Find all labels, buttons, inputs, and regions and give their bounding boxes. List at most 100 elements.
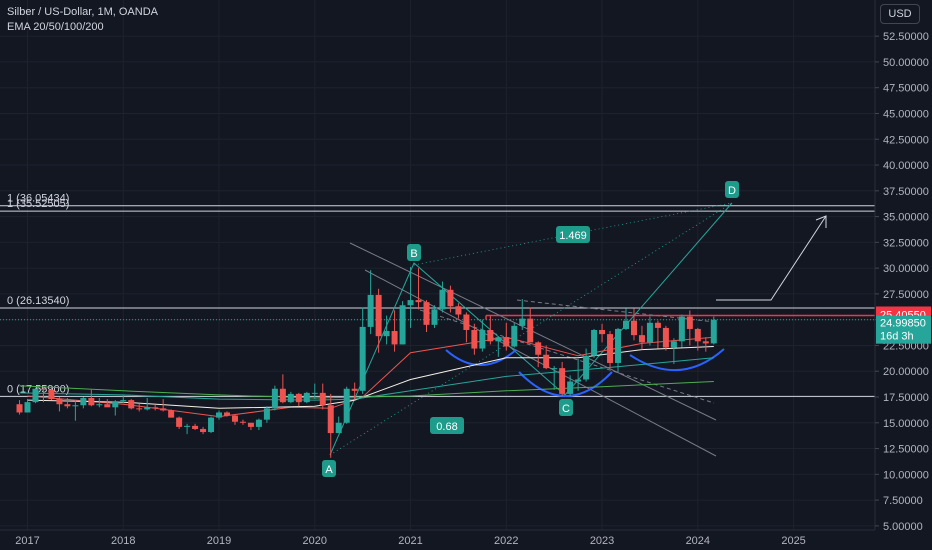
candle bbox=[287, 391, 294, 404]
candle bbox=[64, 398, 71, 409]
candle bbox=[686, 310, 693, 346]
pattern-point-d-label: D bbox=[728, 185, 736, 197]
fib-level-label: 1 (36.05434) bbox=[7, 193, 69, 205]
candle bbox=[96, 398, 103, 408]
candle bbox=[575, 358, 582, 391]
candle-body bbox=[319, 392, 326, 406]
candle-body bbox=[686, 316, 693, 329]
candle-body bbox=[423, 302, 430, 325]
candle bbox=[192, 423, 199, 430]
candle-body bbox=[120, 400, 127, 402]
candle bbox=[391, 310, 398, 352]
candle bbox=[176, 416, 183, 429]
candle-body bbox=[375, 294, 382, 337]
candle bbox=[630, 308, 637, 341]
candle bbox=[383, 315, 390, 345]
candle bbox=[455, 303, 462, 319]
candle-body bbox=[591, 329, 598, 356]
candle-body bbox=[431, 309, 438, 325]
candle-body bbox=[702, 341, 709, 344]
indicator-legend: EMA 20/50/100/200 bbox=[7, 21, 104, 33]
candle-body bbox=[399, 305, 406, 345]
candle bbox=[551, 366, 558, 390]
candle-body bbox=[567, 381, 574, 394]
candle-body bbox=[40, 388, 47, 390]
candle-body bbox=[48, 389, 55, 400]
candle bbox=[136, 403, 143, 412]
currency-button[interactable]: USD bbox=[880, 4, 920, 24]
candle bbox=[255, 418, 262, 430]
y-tick-label: 5.00000 bbox=[883, 521, 923, 533]
right-shoulder-arc bbox=[629, 348, 725, 372]
candle-body bbox=[192, 425, 199, 429]
y-tick-label: 50.00000 bbox=[883, 57, 929, 69]
candle-body bbox=[495, 337, 502, 342]
candle-body bbox=[295, 393, 302, 403]
candle bbox=[24, 399, 31, 413]
candle bbox=[335, 416, 342, 434]
pattern-point-b-label: B bbox=[410, 248, 417, 260]
x-tick-label: 2021 bbox=[398, 535, 422, 547]
ratio-label: 1.469 bbox=[559, 230, 587, 242]
price-axis[interactable]: 52.50000 50.00000 47.50000 45.00000 42.50000… bbox=[874, 0, 932, 550]
candle-body bbox=[359, 326, 366, 391]
candle-body bbox=[88, 398, 95, 406]
y-tick-label: 45.00000 bbox=[883, 108, 929, 120]
left-shoulder-arc bbox=[445, 349, 517, 366]
candle-body bbox=[327, 405, 334, 434]
x-tick-label: 2019 bbox=[207, 535, 231, 547]
pattern-annotations: A B C D 1.469 0.68 bbox=[322, 181, 739, 477]
candle bbox=[415, 268, 422, 310]
candle bbox=[543, 345, 550, 370]
candle bbox=[702, 337, 709, 352]
projection-arrow-head bbox=[815, 215, 827, 228]
y-tick-label: 42.50000 bbox=[883, 134, 929, 146]
candle bbox=[423, 300, 430, 333]
candle bbox=[200, 426, 207, 435]
fib-level-label: 1 (35.52505) bbox=[7, 198, 69, 210]
x-tick-label: 2023 bbox=[590, 535, 614, 547]
candle-body bbox=[455, 306, 462, 315]
symbol-title: Silber / US-Dollar, 1M, OANDA bbox=[7, 6, 158, 18]
candle-body bbox=[678, 316, 685, 342]
candle bbox=[72, 400, 79, 421]
candle-body bbox=[343, 388, 350, 423]
candle bbox=[694, 327, 701, 351]
candle-body bbox=[160, 408, 167, 411]
candle-body bbox=[638, 335, 645, 343]
candle bbox=[231, 414, 238, 425]
candlesticks bbox=[16, 267, 717, 458]
ratio-label: 0.68 bbox=[436, 421, 457, 433]
candle-body bbox=[176, 417, 183, 427]
candle bbox=[16, 400, 23, 415]
candle bbox=[559, 361, 566, 396]
candle-body bbox=[255, 419, 262, 427]
x-tick-label: 2018 bbox=[111, 535, 135, 547]
candle-body bbox=[112, 401, 119, 408]
candle bbox=[48, 385, 55, 401]
candle bbox=[535, 341, 542, 368]
candle bbox=[32, 387, 39, 404]
candle-body bbox=[128, 400, 135, 409]
candle-body bbox=[471, 329, 478, 349]
candle bbox=[168, 409, 175, 418]
pattern-point-d-badge bbox=[725, 181, 739, 198]
candle-body bbox=[623, 320, 629, 329]
candle bbox=[80, 397, 87, 409]
candle-body bbox=[654, 322, 661, 328]
candle-body bbox=[519, 318, 526, 326]
candle-body bbox=[463, 314, 470, 330]
pattern-point-a-badge bbox=[322, 460, 336, 477]
candle-body bbox=[72, 405, 79, 407]
candle bbox=[431, 305, 438, 328]
candle-body bbox=[144, 407, 151, 410]
candle bbox=[359, 307, 366, 394]
candle bbox=[439, 281, 446, 313]
candle bbox=[447, 285, 454, 313]
candle-body bbox=[599, 329, 606, 335]
last-price-label: 24.99850 bbox=[880, 318, 926, 330]
price-axis-bg bbox=[875, 0, 932, 550]
candle bbox=[88, 389, 95, 407]
time-axis[interactable]: 2017 2018 2019 2020 2021 2022 2023 2024 2025 bbox=[0, 529, 875, 547]
